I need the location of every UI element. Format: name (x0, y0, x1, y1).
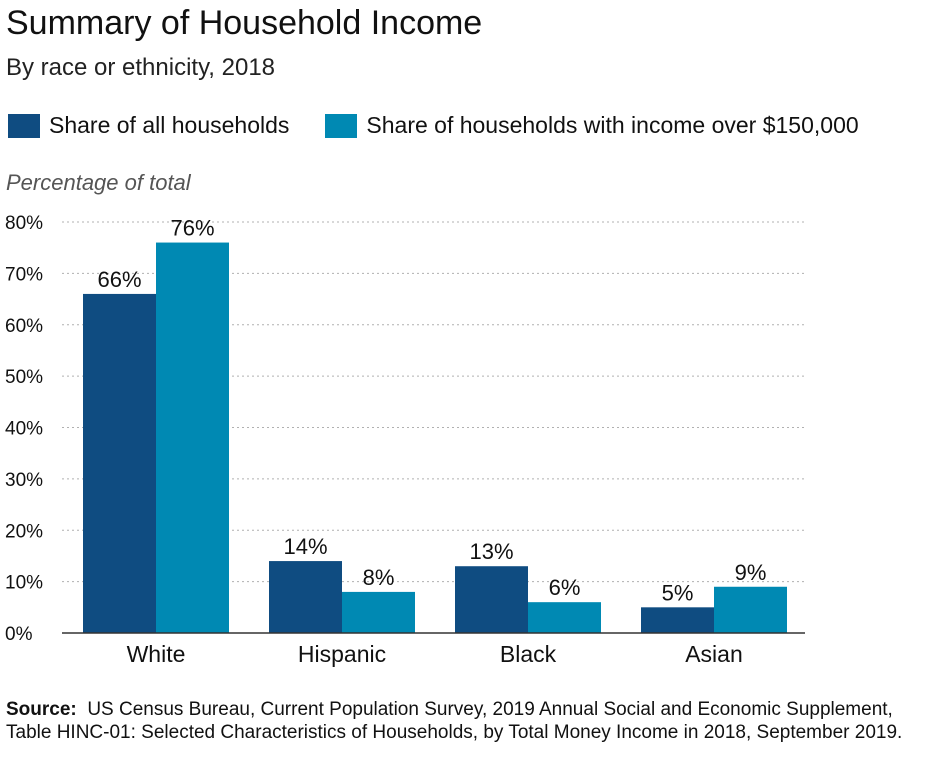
bar-value-label: 6% (549, 575, 581, 600)
bar-value-label: 13% (469, 539, 513, 564)
bar (528, 602, 601, 633)
bar (83, 293, 156, 633)
bar-value-label: 76% (170, 216, 214, 241)
source-text: US Census Bureau, Current Population Sur… (6, 699, 903, 743)
bar-value-label: 8% (363, 565, 395, 590)
source-note: Source: US Census Bureau, Current Popula… (6, 698, 926, 744)
legend: Share of all households Share of househo… (8, 112, 895, 139)
bar-value-label: 14% (283, 534, 327, 559)
x-tick-label: Asian (685, 641, 743, 667)
bar (269, 561, 342, 633)
x-tick-label: Hispanic (298, 641, 386, 667)
y-tick-label: 40% (5, 419, 43, 440)
legend-item-high-income: Share of households with income over $15… (325, 112, 859, 139)
bar-value-label: 66% (97, 267, 141, 292)
bar-value-label: 5% (662, 580, 694, 605)
legend-swatch-all-households (8, 113, 40, 138)
y-tick-label: 30% (5, 470, 43, 491)
y-tick-label: 80% (5, 213, 43, 234)
y-tick-label: 20% (5, 521, 43, 542)
bar-value-label: 9% (735, 560, 767, 585)
y-tick-label: 70% (5, 264, 43, 285)
bar (714, 586, 787, 633)
x-tick-label: Black (500, 641, 557, 667)
source-label: Source: (6, 699, 77, 720)
y-tick-label: 50% (5, 367, 43, 388)
y-tick-label: 60% (5, 316, 43, 337)
bar-chart: 0% 10% 20% 30% 40% 50% 60% 70% 80% 66% 76% White 14%… (5, 213, 805, 667)
legend-item-all-households: Share of all households (8, 112, 289, 139)
y-tick-label: 10% (5, 573, 43, 594)
legend-swatch-high-income (325, 113, 358, 138)
x-tick-label: White (127, 641, 186, 667)
bar (641, 607, 714, 633)
y-tick-label: 0% (5, 624, 33, 645)
bar (342, 591, 415, 633)
y-axis-label: Percentage of total (6, 170, 191, 195)
chart-subtitle: By race or ethnicity, 2018 (6, 54, 276, 81)
bar (156, 242, 229, 634)
legend-label-all-households: Share of all households (49, 112, 290, 138)
chart-title: Summary of Household Income (6, 4, 483, 42)
bar (455, 566, 528, 633)
legend-label-high-income: Share of households with income over $15… (366, 112, 859, 138)
